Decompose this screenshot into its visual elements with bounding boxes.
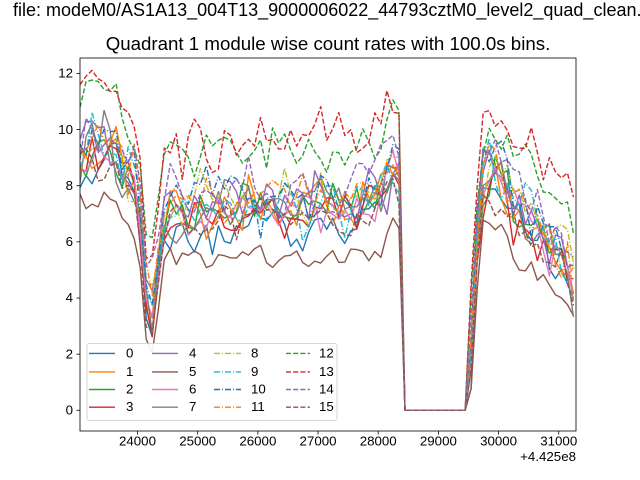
svg-text:30000: 30000 — [480, 434, 517, 449]
svg-text:8: 8 — [251, 345, 258, 360]
svg-text:25000: 25000 — [179, 434, 216, 449]
svg-text:14: 14 — [319, 382, 334, 397]
svg-text:3: 3 — [126, 399, 133, 414]
svg-text:12: 12 — [58, 66, 73, 81]
svg-text:0: 0 — [66, 403, 73, 418]
svg-text:9: 9 — [251, 364, 258, 379]
svg-text:29000: 29000 — [420, 434, 457, 449]
svg-text:24000: 24000 — [119, 434, 156, 449]
svg-text:+4.425e8: +4.425e8 — [520, 449, 576, 464]
svg-text:7: 7 — [189, 399, 196, 414]
svg-text:6: 6 — [66, 234, 73, 249]
svg-text:0: 0 — [126, 345, 133, 360]
svg-text:1: 1 — [126, 364, 133, 379]
svg-text:6: 6 — [189, 382, 196, 397]
svg-text:2: 2 — [126, 382, 133, 397]
svg-text:2: 2 — [66, 346, 73, 361]
svg-text:4: 4 — [66, 290, 73, 305]
svg-text:8: 8 — [66, 178, 73, 193]
svg-text:15: 15 — [319, 399, 334, 414]
svg-text:10: 10 — [251, 382, 266, 397]
svg-text:26000: 26000 — [239, 434, 276, 449]
svg-text:27000: 27000 — [300, 434, 337, 449]
svg-text:10: 10 — [58, 122, 73, 137]
svg-text:13: 13 — [319, 364, 334, 379]
svg-text:31000: 31000 — [540, 434, 577, 449]
svg-text:11: 11 — [251, 399, 265, 414]
svg-text:4: 4 — [189, 345, 196, 360]
svg-text:5: 5 — [189, 364, 196, 379]
svg-text:12: 12 — [319, 345, 334, 360]
svg-text:28000: 28000 — [360, 434, 397, 449]
